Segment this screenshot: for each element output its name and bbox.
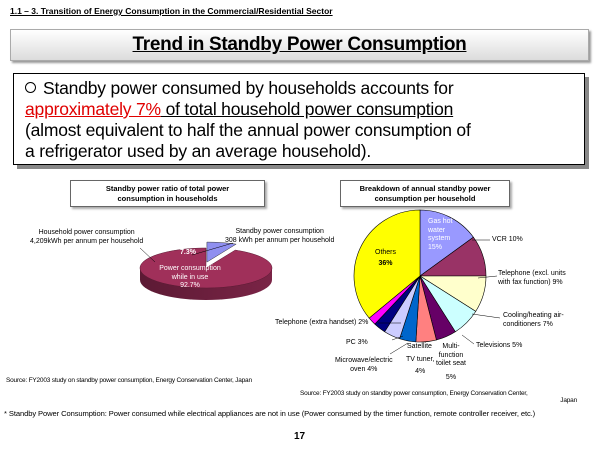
label-gas-line-4: 15%: [428, 243, 443, 251]
label-household-consumption: Household power consumption 4,209kWh per…: [30, 229, 143, 246]
bullet-circle-icon: [25, 82, 36, 93]
summary-line-2: of total household power consumption: [160, 99, 454, 119]
label-vcr: VCR 10%: [492, 236, 523, 243]
label-in-use: Power consumption while in use 92.7%: [155, 265, 225, 291]
summary-callout: Standby power consumed by households acc…: [13, 73, 585, 165]
label-toilet-line-4: 5%: [445, 373, 457, 381]
label-toilet-line-3: toilet seat: [436, 360, 466, 367]
right-chart-source: Source: FY2003 study on standby power co…: [300, 390, 577, 404]
label-tv-tuner: TV tuner, 4%: [406, 356, 434, 376]
label-others: Others 36%: [375, 249, 396, 268]
label-gas-line-2: water: [428, 226, 446, 234]
right-pie-chart: [353, 209, 487, 343]
label-cooling-line-1: Cooling/heating air-: [503, 312, 564, 319]
label-in-use-line-3: 92.7%: [180, 282, 200, 289]
page-number: 17: [293, 431, 306, 442]
right-source-line-1: Source: FY2003 study on standby power co…: [300, 390, 528, 397]
label-cooling-line-2: conditioners 7%: [503, 320, 553, 328]
left-leader-household: [139, 247, 156, 263]
left-chart-title-line-1: Standby power ratio of total power: [105, 184, 230, 193]
right-chart-title-line-2: consumption per household: [374, 194, 476, 203]
right-chart-title: Breakdown of annual standby power consum…: [340, 180, 510, 207]
footnote: * Standby Power Consumption: Power consu…: [4, 409, 536, 418]
label-microwave: Microwave/electric oven 4%: [335, 357, 393, 374]
left-chart-title: Standby power ratio of total power consu…: [70, 180, 265, 207]
label-cooling-heating: Cooling/heating air- conditioners 7%: [503, 312, 564, 329]
left-pie-slice-in-use: [139, 247, 273, 289]
label-in-use-line-2: while in use: [171, 273, 209, 281]
label-standby-line-1: Standby power consumption: [235, 228, 324, 235]
label-tuner-line-2: 4%: [415, 367, 426, 375]
label-telephone-fax: Telephone (excl. units with fax function…: [498, 270, 566, 287]
label-pc: PC 3%: [346, 339, 368, 346]
right-pie-slice-others: [353, 209, 421, 319]
summary-highlight: approximately 7%: [25, 99, 161, 119]
label-microwave-line-1: Microwave/electric: [335, 357, 393, 364]
left-pie-slice-standby: [206, 241, 237, 263]
right-chart-title-line-1: Breakdown of annual standby power: [359, 184, 491, 193]
label-standby-consumption: Standby power consumption 308 kWh per an…: [225, 228, 334, 245]
right-pie-leaders: [378, 239, 501, 355]
left-chart-source: Source: FY2003 study on standby power co…: [6, 377, 252, 384]
left-chart-title-line-2: consumption in households: [117, 194, 218, 203]
label-toilet-line-1: Multi-: [442, 343, 460, 350]
label-household-line-1: Household power consumption: [38, 229, 135, 236]
label-standby-line-2: 308 kWh per annum per household: [225, 236, 335, 244]
section-header: 1.1 – 3. Transition of Energy Consumptio…: [10, 6, 333, 16]
slide-title: Trend in Standby Power Consumption: [132, 34, 467, 55]
label-telephone-extra: Telephone (extra handset) 2%: [275, 319, 369, 326]
summary-line-1: Standby power consumed by households acc…: [43, 78, 454, 98]
label-microwave-line-2: oven 4%: [350, 365, 378, 373]
label-televisions: Televisions 5%: [476, 342, 523, 349]
label-toilet-seat: Multi- function toilet seat 5%: [436, 343, 466, 382]
right-source-line-2: Japan: [560, 397, 577, 404]
label-satellite: Satellite: [407, 343, 432, 350]
label-gas-hot-water: Gas hot water system 15%: [428, 218, 453, 252]
left-leader-standby: [191, 242, 234, 256]
slide-title-box: Trend in Standby Power Consumption: [10, 29, 589, 61]
label-gas-line-1: Gas hot: [428, 218, 453, 225]
label-household-line-2: 4,209kWh per annum per household: [30, 237, 144, 245]
label-tel-fax-line-1: Telephone (excl. units: [498, 270, 566, 277]
label-others-line-1: Others: [375, 249, 397, 256]
summary-text: Standby power consumed by households acc…: [25, 78, 581, 162]
label-toilet-line-2: function: [438, 351, 464, 359]
label-in-use-line-1: Power consumption: [159, 265, 221, 272]
label-standby-pct: 7.3%: [180, 249, 196, 256]
left-pie-chart: [139, 241, 273, 300]
right-pie-slice-gas-hot-water-system: [419, 209, 474, 277]
label-others-line-2: 36%: [378, 259, 393, 267]
label-gas-line-3: system: [428, 235, 451, 242]
label-tuner-line-1: TV tuner,: [406, 356, 435, 363]
summary-line-3: (almost equivalent to half the annual po…: [25, 120, 471, 140]
label-tel-fax-line-2: with fax function) 9%: [498, 278, 563, 286]
summary-line-4: a refrigerator used by an average househ…: [25, 141, 372, 161]
